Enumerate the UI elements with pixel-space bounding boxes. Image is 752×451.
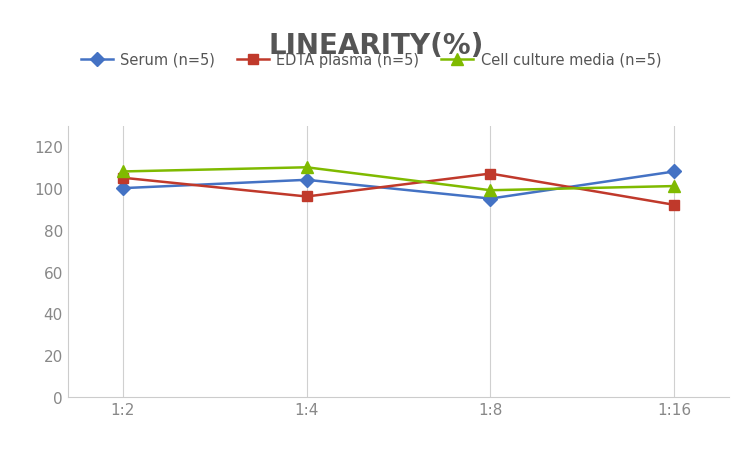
Serum (n=5) [118, 186, 127, 191]
Serum (n=5) [486, 197, 495, 202]
EDTA plasma (n=5) [486, 171, 495, 177]
Text: LINEARITY(%): LINEARITY(%) [268, 32, 484, 60]
Line: EDTA plasma (n=5): EDTA plasma (n=5) [118, 169, 679, 210]
EDTA plasma (n=5) [670, 202, 679, 208]
Serum (n=5) [302, 178, 311, 183]
Cell culture media (n=5) [670, 184, 679, 189]
Line: Cell culture media (n=5): Cell culture media (n=5) [117, 162, 680, 196]
EDTA plasma (n=5) [118, 175, 127, 181]
Line: Serum (n=5): Serum (n=5) [118, 167, 679, 204]
Serum (n=5) [670, 170, 679, 175]
Cell culture media (n=5) [486, 188, 495, 193]
Cell culture media (n=5) [302, 165, 311, 170]
Cell culture media (n=5) [118, 170, 127, 175]
EDTA plasma (n=5) [302, 194, 311, 200]
Legend: Serum (n=5), EDTA plasma (n=5), Cell culture media (n=5): Serum (n=5), EDTA plasma (n=5), Cell cul… [75, 47, 667, 74]
